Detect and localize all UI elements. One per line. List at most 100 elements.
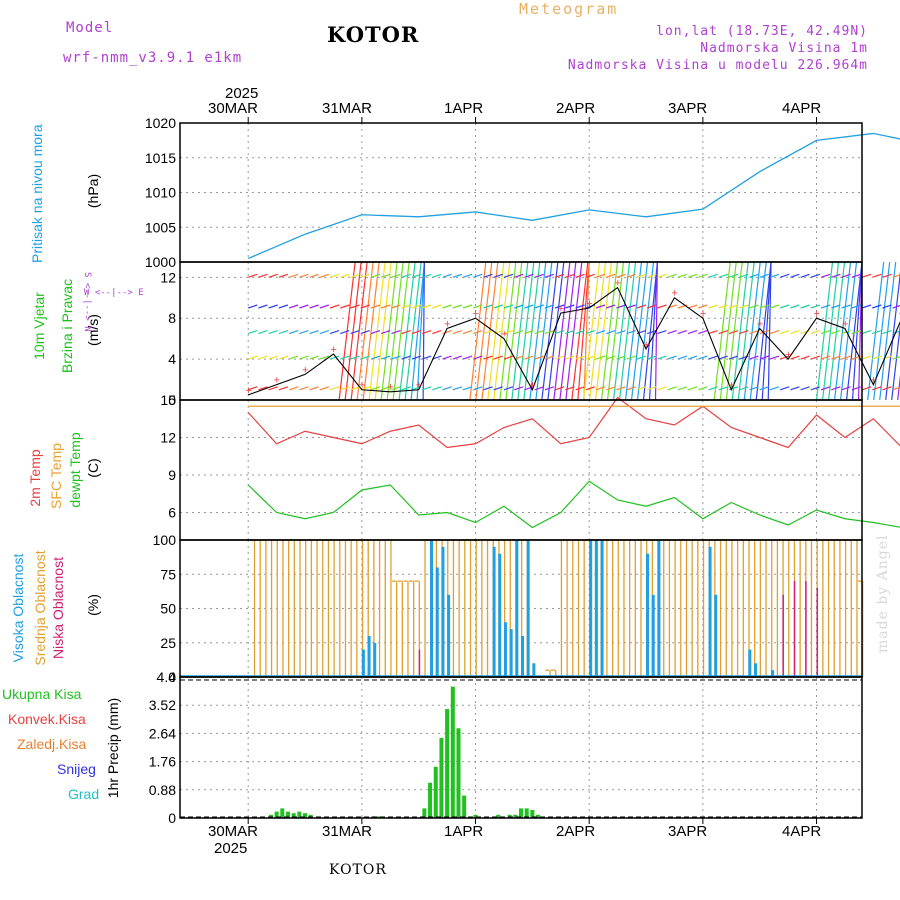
wind-barb-1-414 (718, 355, 728, 360)
lonlat-label: lon,lat (18.73E, 42.49N) (656, 24, 868, 39)
precip-bar-15 (450, 686, 455, 818)
wind-barb-0-135 (401, 386, 411, 391)
wind-barb-3-90 (350, 304, 360, 309)
wind-gust-mark-3: + (330, 344, 336, 356)
ytick-3-1: 25 (160, 635, 176, 651)
cloud-bar-0-21 (373, 540, 375, 677)
panels-group: 1000100510101015102004812691215025507510… (145, 115, 900, 826)
wind-barb-3-189 (462, 304, 473, 309)
wind-barb-3-198 (473, 304, 483, 309)
station-title: KOTOR (327, 22, 420, 47)
wind-barb-3-477 (790, 304, 800, 309)
wind-barb-4-333 (626, 273, 636, 278)
wind-barb-4-108 (370, 273, 381, 278)
cloud-bar-0-104 (844, 540, 847, 677)
wind-barb-2-540 (861, 329, 872, 335)
wind-barb-4-72 (329, 273, 340, 278)
ytick-3-4: 100 (153, 532, 177, 548)
date-bottom-5: 4APR (782, 823, 822, 840)
wind-barb-3-117 (381, 304, 391, 309)
wind-barb-2-9 (258, 329, 268, 335)
cloud-bar-1-18 (646, 553, 650, 677)
precip-bar-3 (285, 811, 290, 818)
wind-barb-2-234 (513, 329, 524, 335)
wind-barb-2-207 (483, 329, 493, 335)
cloud-bar-0-102 (833, 540, 835, 677)
cloud-bar-2-0 (418, 649, 421, 677)
wind-hatch-2-36 (618, 261, 637, 401)
cloud-bar-2-2 (793, 581, 796, 677)
cloud-bar-0-3 (270, 540, 273, 677)
model-elevation-label: Nadmorska Visina u modelu 226.964m (567, 58, 868, 73)
cloud-bar-0-9 (305, 540, 307, 677)
wind-barb-1-81 (340, 355, 350, 360)
temp-line-0 (247, 396, 900, 449)
wind-hatch-2-18 (600, 261, 619, 401)
wind-barb-1-99 (360, 355, 370, 360)
wind-barb-2-162 (432, 329, 442, 335)
wind-barb-1-162 (432, 355, 442, 360)
wind-barb-3-423 (728, 304, 739, 309)
wind-barb-0-432 (739, 386, 749, 391)
cloud-bar-0-98 (810, 540, 813, 677)
precip-bar-19 (496, 814, 501, 818)
cloud-bar-0-5 (282, 540, 284, 677)
cloud-bar-0-23 (384, 540, 386, 677)
precip-bar-25 (536, 814, 541, 818)
wind-barb-0-63 (319, 386, 329, 391)
wind-barb-1-441 (749, 355, 759, 360)
compass-we: W <--|--> E (84, 288, 144, 298)
wind-hatch-3-12 (725, 261, 743, 401)
cloud-bar-0-63 (611, 540, 614, 677)
wind-barb-2-315 (606, 329, 616, 335)
cloud-bar-0-1 (259, 540, 261, 677)
panel-frame-4 (179, 676, 863, 819)
wind-barb-2-108 (370, 329, 381, 335)
cloud-bar-0-36 (458, 540, 460, 677)
wind-barb-2-99 (360, 329, 370, 335)
wind-hatch-1-30 (499, 261, 517, 401)
wind-barb-0-207 (483, 386, 493, 391)
wind-barb-2-171 (442, 329, 452, 335)
cloud-bar-0-17 (350, 540, 352, 677)
wind-barb-4-90 (350, 273, 360, 278)
ytick-3-3: 75 (160, 566, 176, 582)
cloud-bar-1-10 (509, 629, 513, 677)
ytick-0-2: 1010 (145, 185, 176, 201)
legend-grad: Grad (68, 786, 100, 802)
wind-hatch-4-18 (833, 261, 852, 401)
cloud-bar-0-40 (481, 540, 483, 677)
date-top-3: 2APR (556, 100, 596, 117)
cloud-bar-0-38 (469, 540, 472, 677)
wind-barb-1-54 (309, 355, 319, 360)
wind-barb-3-324 (616, 304, 626, 309)
wind-barb-0-216 (493, 386, 503, 391)
cloud-bar-1-2 (373, 642, 377, 677)
wind-barb-0-9 (258, 386, 268, 391)
wind-hatch-1-72 (541, 261, 559, 401)
precip-bar-1 (274, 811, 279, 818)
wind-barb-0-315 (606, 386, 616, 391)
wind-barb-4-306 (595, 273, 606, 278)
wind-barb-3-180 (452, 304, 462, 309)
wind-barb-4-144 (411, 273, 422, 278)
wind-hatch-1-90 (559, 261, 577, 401)
wind-barb-3-270 (554, 304, 565, 309)
wind-barb-1-126 (391, 355, 401, 360)
wind-gust-mark-8: + (473, 308, 479, 320)
wind-barb-4-180 (452, 273, 462, 278)
wind-hatch-1-6 (475, 261, 493, 401)
cloud-bar-0-84 (731, 540, 733, 677)
cloud-bar-1-19 (651, 594, 655, 677)
cloud-bar-0-27 (407, 581, 409, 677)
cloud-bar-0-7 (293, 540, 295, 677)
wind-barb-0-486 (800, 386, 810, 391)
wind-barb-4-54 (309, 273, 319, 278)
ytick-4-3: 2.64 (149, 725, 176, 741)
cloud-bar-0-91 (771, 540, 773, 677)
wind-barb-3-360 (657, 304, 667, 309)
wind-barb-1-63 (319, 355, 329, 360)
wind-gust-mark-7: + (444, 318, 450, 330)
wind-barb-1-378 (677, 355, 688, 360)
precip-bar-7 (308, 814, 313, 818)
